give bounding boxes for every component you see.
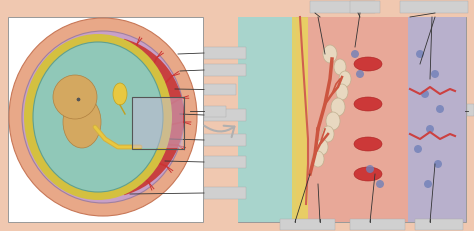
- Bar: [310, 2, 375, 14]
- Circle shape: [436, 106, 444, 113]
- Circle shape: [414, 145, 422, 153]
- Bar: [467, 105, 474, 116]
- Ellipse shape: [334, 60, 346, 76]
- Circle shape: [351, 51, 359, 59]
- Ellipse shape: [9, 19, 197, 216]
- Bar: [204, 85, 236, 96]
- Bar: [400, 2, 468, 14]
- Ellipse shape: [354, 58, 382, 72]
- Wedge shape: [119, 40, 184, 195]
- Bar: [204, 187, 246, 199]
- Ellipse shape: [312, 151, 324, 167]
- Bar: [132, 97, 184, 149]
- Ellipse shape: [33, 43, 163, 192]
- Bar: [204, 134, 246, 146]
- Circle shape: [416, 51, 424, 59]
- Ellipse shape: [22, 32, 184, 203]
- Ellipse shape: [33, 43, 163, 192]
- Ellipse shape: [354, 97, 382, 112]
- Bar: [415, 219, 463, 230]
- Ellipse shape: [316, 139, 328, 155]
- Circle shape: [421, 91, 429, 99]
- Bar: [238, 18, 296, 222]
- Circle shape: [53, 76, 97, 119]
- Ellipse shape: [339, 72, 351, 88]
- Circle shape: [376, 180, 384, 188]
- Ellipse shape: [323, 46, 337, 64]
- Bar: [8, 18, 203, 222]
- Ellipse shape: [354, 137, 382, 151]
- Bar: [308, 18, 408, 222]
- Bar: [204, 109, 246, 122]
- Bar: [204, 106, 226, 118]
- Bar: [204, 156, 246, 168]
- FancyArrowPatch shape: [204, 126, 235, 137]
- Ellipse shape: [336, 85, 348, 100]
- Ellipse shape: [326, 112, 340, 131]
- Ellipse shape: [63, 97, 101, 148]
- Ellipse shape: [331, 99, 345, 116]
- Bar: [133, 99, 183, 148]
- Bar: [350, 2, 380, 14]
- Bar: [238, 18, 466, 222]
- Circle shape: [426, 125, 434, 134]
- Bar: [408, 18, 466, 222]
- Ellipse shape: [24, 35, 172, 200]
- Circle shape: [366, 165, 374, 173]
- Circle shape: [356, 71, 364, 79]
- Ellipse shape: [322, 126, 334, 142]
- Ellipse shape: [113, 84, 127, 106]
- Circle shape: [434, 160, 442, 168]
- Circle shape: [431, 71, 439, 79]
- Ellipse shape: [354, 167, 382, 181]
- Bar: [280, 219, 335, 230]
- Circle shape: [424, 180, 432, 188]
- Bar: [292, 18, 308, 222]
- Bar: [204, 65, 246, 77]
- Bar: [204, 48, 246, 60]
- Bar: [350, 219, 405, 230]
